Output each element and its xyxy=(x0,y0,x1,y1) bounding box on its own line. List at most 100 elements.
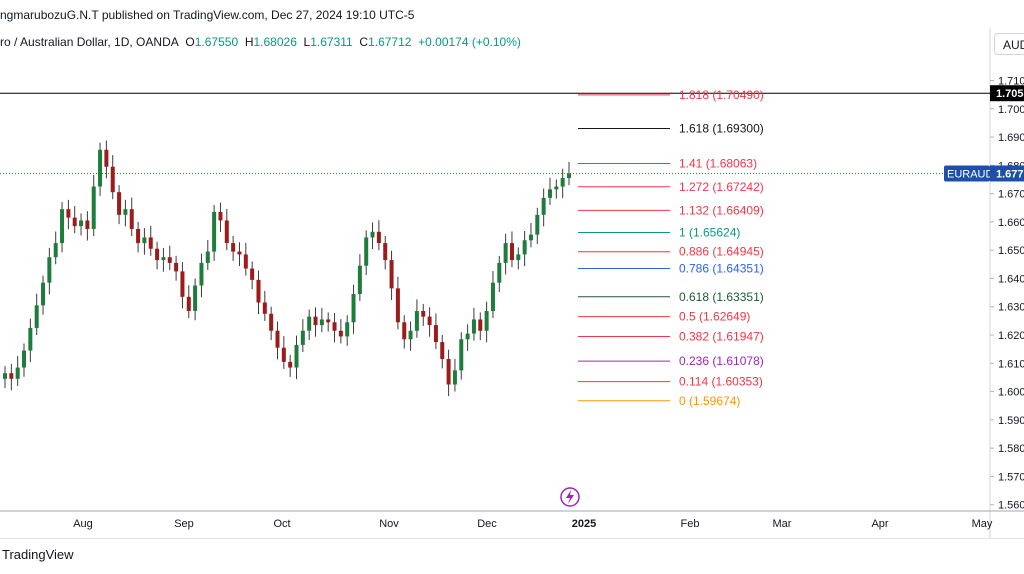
candle-down xyxy=(136,228,141,244)
lightning-icon-glyph xyxy=(566,490,574,504)
open-label: O xyxy=(185,35,195,49)
price-tick-label: 1.650 xyxy=(998,245,1024,257)
high-value: 1.68026 xyxy=(253,35,297,49)
last-price-label: 1.677 xyxy=(996,168,1024,180)
candle-down xyxy=(433,325,438,343)
candle-down xyxy=(446,359,451,385)
candle-down xyxy=(104,149,109,167)
candle-up xyxy=(414,310,419,331)
candle-up xyxy=(516,254,521,261)
time-axis-label: Sep xyxy=(174,518,194,530)
candle-down xyxy=(440,342,445,360)
candle-down xyxy=(117,192,122,215)
candle-down xyxy=(338,330,343,337)
fib-level-label: 0.886 (1.64945) xyxy=(679,245,764,259)
candle-down xyxy=(389,260,394,289)
candle-down xyxy=(395,288,400,323)
candle-down xyxy=(72,217,77,227)
candle-down xyxy=(129,209,134,229)
tradingview-brand: TradingView xyxy=(2,547,74,562)
fib-level-label: 0.236 (1.61078) xyxy=(679,354,764,368)
candle-down xyxy=(326,319,331,323)
candle-up xyxy=(465,333,470,340)
footer: TradingView xyxy=(0,538,1024,574)
fib-level-label: 1.618 (1.69300) xyxy=(679,122,764,136)
time-axis-label: 2025 xyxy=(572,518,596,530)
candle-down xyxy=(237,251,242,255)
candle-up xyxy=(142,237,147,244)
fib-level-label: 1.132 (1.66409) xyxy=(679,203,764,217)
price-tick-label: 1.660 xyxy=(998,217,1024,229)
candle-down xyxy=(421,310,426,317)
candle-up xyxy=(490,282,495,311)
candle-down xyxy=(66,209,71,218)
price-tick-label: 1.610 xyxy=(998,358,1024,370)
candle-down xyxy=(85,220,90,229)
candle-up xyxy=(471,319,476,334)
candle-up xyxy=(91,186,96,229)
candle-up xyxy=(193,285,198,311)
price-tick-label: 1.600 xyxy=(998,387,1024,399)
candle-down xyxy=(174,262,179,272)
price-tick-label: 1.590 xyxy=(998,415,1024,427)
candle-up xyxy=(345,322,350,337)
candle-up xyxy=(528,234,533,241)
candle-up xyxy=(541,197,546,215)
candle-up xyxy=(22,350,27,368)
candle-down xyxy=(313,316,318,326)
candle-down xyxy=(243,254,248,269)
symbol-tag-label: EURAUD xyxy=(947,168,994,180)
low-label: L xyxy=(303,35,311,49)
candle-up xyxy=(47,257,52,283)
fib-level-label: 1.818 (1.70490) xyxy=(679,88,764,102)
price-tick-label: 1.570 xyxy=(998,471,1024,483)
candle-down xyxy=(332,322,337,331)
fib-level-label: 1 (1.65624) xyxy=(679,226,740,240)
time-axis-label: Mar xyxy=(773,518,792,530)
close-value: 1.67712 xyxy=(368,35,412,49)
candle-down xyxy=(256,279,261,303)
horizontal-line-price-label: 1.705 xyxy=(996,88,1024,100)
symbol-name: ro / Australian Dollar, 1D, OANDA xyxy=(0,35,179,49)
open-value: 1.67550 xyxy=(194,35,239,49)
candle-up xyxy=(3,373,7,379)
candle-up xyxy=(205,251,210,263)
price-tick-label: 1.630 xyxy=(998,302,1024,314)
price-tick-label: 1.560 xyxy=(998,500,1024,512)
candle-up xyxy=(41,282,46,306)
fib-level-label: 0.5 (1.62649) xyxy=(679,310,750,324)
candle-up xyxy=(522,240,527,255)
publish-header: ngmarubozuG.N.T published on TradingView… xyxy=(0,0,1024,30)
published-line: ngmarubozuG.N.T published on TradingView… xyxy=(0,8,415,22)
fib-level-label: 0.618 (1.63351) xyxy=(679,290,764,304)
candle-down xyxy=(9,373,14,379)
high-label: H xyxy=(244,35,254,49)
candle-up xyxy=(484,310,489,331)
fib-level-label: 1.41 (1.68063) xyxy=(679,157,757,171)
candle-down xyxy=(383,243,388,261)
fib-level-label: 0 (1.59674) xyxy=(679,394,740,408)
price-tick-label: 1.580 xyxy=(998,443,1024,455)
candle-up xyxy=(307,316,312,331)
candle-down xyxy=(376,231,381,244)
price-chart[interactable]: 1.7101.7001.6901.6801.6701.6601.6501.640… xyxy=(0,0,1024,538)
change-value: +0.00174 (+0.10%) xyxy=(418,35,521,49)
price-tick-label: 1.690 xyxy=(998,132,1024,144)
time-axis-label: Feb xyxy=(681,518,700,530)
candle-up xyxy=(15,367,20,379)
candle-down xyxy=(281,347,286,362)
candle-up xyxy=(497,262,502,283)
candle-up xyxy=(319,319,324,326)
price-tick-label: 1.710 xyxy=(998,75,1024,87)
currency-button[interactable]: AUD xyxy=(994,33,1024,55)
candle-up xyxy=(98,149,103,187)
candle-up xyxy=(554,186,559,190)
candle-up xyxy=(370,231,375,238)
candle-up xyxy=(452,370,457,385)
candle-up xyxy=(300,330,305,345)
time-axis-label: May xyxy=(972,518,993,530)
candle-down xyxy=(250,268,255,280)
time-axis-label: Oct xyxy=(273,518,290,530)
candle-down xyxy=(231,243,236,252)
time-axis-label: Nov xyxy=(379,518,399,530)
